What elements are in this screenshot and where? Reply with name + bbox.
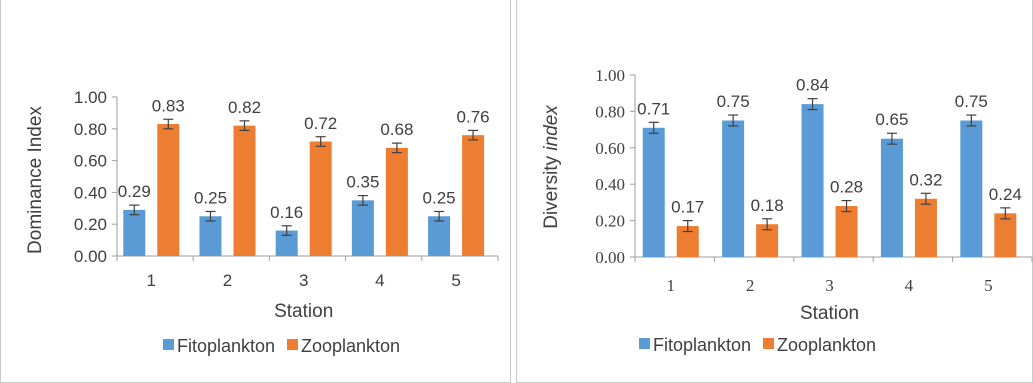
y-axis-title-italic: index: [541, 104, 562, 151]
legend-label-fitoplankton: Fitoplankton: [653, 335, 751, 355]
y-tick-label: 0.80: [74, 120, 107, 139]
x-tick-label: 1: [666, 276, 675, 295]
data-label: 0.75: [717, 92, 750, 111]
y-tick-label: 0.20: [74, 215, 107, 234]
chart-panel-dominance: 0.00 0.20 0.40 0.60 0.80 1.00 1 0.29 0.83 2 0.25 0.…: [0, 0, 511, 383]
y-axis-title-text: Dominance Index: [25, 106, 46, 254]
legend-label-zooplankton: Zooplankton: [301, 336, 400, 356]
bar-fitoplankton: [351, 200, 374, 256]
data-label: 0.25: [194, 188, 227, 207]
x-tick-label: 2: [746, 276, 755, 295]
bar-fitoplankton: [275, 230, 298, 256]
y-tick-label: 0.60: [595, 139, 625, 158]
data-label: 0.28: [830, 178, 863, 197]
diversity-chart: 0.00 0.20 0.40 0.60 0.80 1.00 1 0.71 0.17 2 0.75 0.…: [541, 66, 1033, 355]
y-tick-label: 0.00: [595, 248, 625, 267]
x-axis-title: Station: [800, 303, 859, 324]
y-tick-label: 0.80: [595, 102, 625, 121]
bar-zooplankton: [309, 141, 332, 256]
legend-swatch-fitoplankton: [163, 339, 174, 350]
y-tick-label: 0.40: [74, 183, 107, 202]
legend-swatch-fitoplankton: [639, 338, 650, 349]
data-label: 0.29: [118, 182, 151, 201]
y-tick-label: 0.00: [74, 247, 107, 266]
bar-fitoplankton: [428, 216, 451, 256]
bar-zooplankton: [385, 147, 408, 256]
x-tick-label: 2: [223, 271, 232, 290]
bar-fitoplankton: [199, 216, 222, 256]
data-label: 0.35: [346, 173, 379, 192]
bar-fitoplankton: [801, 104, 824, 258]
legend-label-fitoplankton: Fitoplankton: [177, 336, 275, 356]
bar-zooplankton: [157, 124, 180, 256]
legend-swatch-zooplankton: [287, 339, 298, 350]
data-label: 0.24: [989, 185, 1022, 204]
y-tick-label: 0.60: [74, 152, 107, 171]
bar-zooplankton: [914, 198, 937, 257]
y-tick-label: 0.20: [595, 212, 625, 231]
y-tick-label: 0.40: [595, 175, 625, 194]
bar-zooplankton: [994, 213, 1017, 257]
chart-panel-diversity: 0.00 0.20 0.40 0.60 0.80 1.00 1 0.71 0.17 2 0.75 0.…: [516, 0, 1033, 383]
x-tick-label: 4: [905, 276, 914, 295]
x-tick-label: 3: [825, 276, 834, 295]
x-tick-label: 3: [299, 271, 308, 290]
data-label: 0.72: [304, 114, 337, 133]
data-label: 0.84: [796, 76, 829, 95]
bar-fitoplankton: [123, 209, 146, 256]
bar-zooplankton: [233, 125, 256, 257]
dominance-chart: 0.00 0.20 0.40 0.60 0.80 1.00 1 0.29 0.83 2 0.25 0.…: [25, 88, 499, 356]
legend-label-zooplankton: Zooplankton: [777, 335, 876, 355]
data-label: 0.65: [875, 110, 908, 129]
bar-fitoplankton: [642, 127, 665, 257]
data-label: 0.75: [955, 92, 988, 111]
data-label: 0.32: [909, 170, 942, 189]
y-tick-label: 1.00: [595, 66, 625, 85]
y-tick-label: 1.00: [74, 88, 107, 107]
data-label: 0.16: [270, 203, 303, 222]
data-label: 0.83: [152, 96, 185, 115]
data-label: 0.18: [751, 196, 784, 215]
x-tick-label: 4: [375, 271, 384, 290]
bar-fitoplankton: [880, 138, 903, 257]
x-tick-label: 5: [984, 276, 993, 295]
y-axis-title: Dominance Index: [25, 106, 46, 254]
bar-fitoplankton: [960, 120, 983, 257]
bar-zooplankton: [756, 224, 779, 257]
x-tick-label: 5: [451, 271, 460, 290]
panel-divider: [511, 0, 516, 383]
data-label: 0.17: [671, 198, 704, 217]
y-axis-title: Diversity index: [541, 104, 562, 229]
data-label: 0.25: [423, 188, 456, 207]
bar-zooplankton: [676, 226, 699, 257]
data-label: 0.68: [380, 120, 413, 139]
x-tick-label: 1: [147, 271, 156, 290]
y-axis-title-text: Diversity: [541, 151, 562, 229]
bar-zooplankton: [462, 135, 485, 256]
bar-fitoplankton: [722, 120, 745, 257]
data-label: 0.71: [637, 99, 670, 118]
legend-swatch-zooplankton: [763, 338, 774, 349]
data-label: 0.76: [457, 107, 490, 126]
x-axis-title: Station: [274, 301, 333, 322]
data-label: 0.82: [228, 98, 261, 117]
bar-zooplankton: [835, 206, 858, 257]
